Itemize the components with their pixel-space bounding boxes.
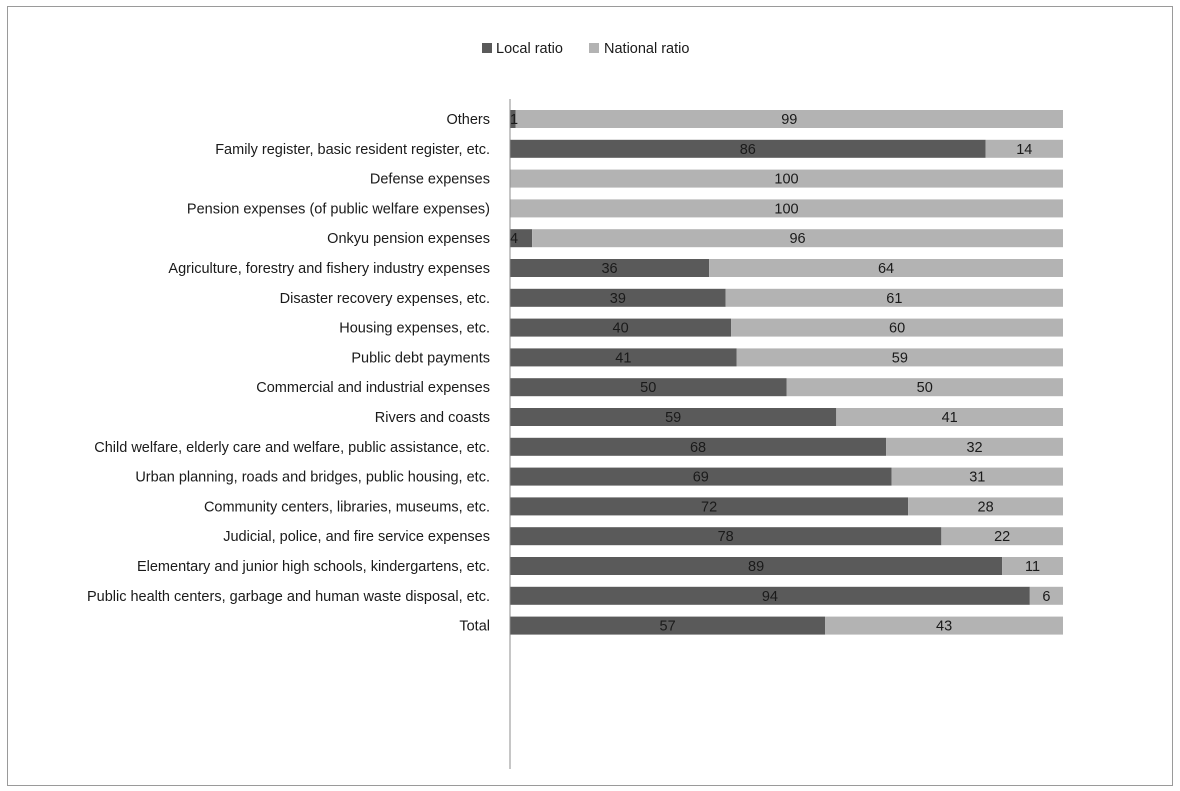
bar-national-15 [1002,557,1063,575]
bar-national-12 [891,467,1063,486]
bar-national-10 [836,408,1063,426]
legend-label-1: National ratio [604,41,689,57]
stacked-bar-chart: Local ratio National ratio Others Family r… [87,41,1063,769]
data-label-local-15: 89 [748,559,764,575]
bar-national-4 [532,229,1063,248]
legend-swatch-1 [589,43,599,53]
data-label-national-4: 96 [789,231,805,247]
data-label-national-12: 31 [969,470,985,486]
category-label-0: Others [446,112,490,128]
bar-local-10 [510,408,837,426]
bar-national-13 [908,497,1063,516]
data-label-local-16: 94 [762,589,778,605]
data-label-national-6: 61 [886,291,902,307]
category-label-8: Public debt payments [351,350,490,366]
bar-national-7 [731,318,1063,337]
bar-local-17 [510,616,826,635]
data-label-national-10: 41 [942,410,958,426]
category-label-6: Disaster recovery expenses, etc. [280,291,490,307]
data-label-national-14: 22 [994,529,1010,545]
data-label-national-2: 100 [774,172,798,188]
data-label-national-8: 59 [892,350,908,366]
category-label-11: Child welfare, elderly care and welfare,… [94,440,490,456]
bar-national-5 [709,259,1063,277]
data-label-local-10: 59 [665,410,681,426]
data-label-local-7: 40 [613,321,629,337]
bar-national-14 [941,527,1063,546]
bar-local-1 [510,139,986,158]
data-label-local-1: 86 [740,142,756,158]
bar-national-8 [736,348,1063,367]
data-label-national-11: 32 [966,440,982,456]
bar-local-0 [510,110,516,128]
bar-local-15 [510,557,1003,575]
data-label-national-16: 6 [1042,589,1050,605]
legend: Local ratio National ratio [482,41,689,57]
category-label-1: Family register, basic resident register… [215,142,490,158]
data-label-local-13: 72 [701,499,717,515]
chart-frame: Local ratio National ratio Others Family r… [7,6,1173,786]
data-label-local-17: 57 [660,619,676,635]
data-label-national-7: 60 [889,321,905,337]
bar-local-5 [510,259,710,277]
bar-local-8 [510,348,737,367]
category-label-16: Public health centers, garbage and human… [87,589,490,605]
data-label-national-5: 64 [878,261,894,277]
category-label-14: Judicial, police, and fire service expen… [223,529,490,545]
data-label-national-15: 11 [1025,559,1040,575]
category-label-13: Community centers, libraries, museums, e… [204,499,490,515]
bar-local-14 [510,527,942,546]
category-label-4: Onkyu pension expenses [327,231,490,247]
bar-local-12 [510,467,892,486]
category-label-9: Commercial and industrial expenses [256,380,490,396]
bar-local-6 [510,288,726,307]
data-label-local-0: 1 [510,112,518,128]
data-label-national-3: 100 [774,201,798,217]
bar-local-9 [510,378,787,397]
legend-swatch-0 [482,43,492,53]
bar-local-4 [510,229,533,248]
bar-national-17 [825,616,1063,635]
data-label-local-11: 68 [690,440,706,456]
bar-local-7 [510,318,732,337]
data-label-national-17: 43 [936,619,952,635]
bar-national-2 [510,169,1063,188]
category-label-10: Rivers and coasts [375,410,490,426]
bar-local-11 [510,437,887,456]
bar-national-0 [515,110,1063,128]
category-label-12: Urban planning, roads and bridges, publi… [135,470,490,486]
category-label-7: Housing expenses, etc. [339,321,490,337]
data-label-national-9: 50 [917,380,933,396]
data-label-national-13: 28 [978,499,994,515]
bar-national-9 [786,378,1063,397]
bar-national-1 [985,139,1063,158]
bars: 1 99 86 14 100 100 4 96 36 64 39 61 40 60 41 59 50 50 59 41… [510,110,1063,635]
category-labels: Others Family register, basic resident re… [87,112,490,635]
data-label-local-9: 50 [640,380,656,396]
data-label-local-8: 41 [615,350,631,366]
bar-local-16 [510,586,1030,605]
category-label-5: Agriculture, forestry and fishery indust… [168,261,490,277]
data-label-local-12: 69 [693,470,709,486]
data-label-national-1: 14 [1016,142,1032,158]
data-label-national-0: 99 [781,112,797,128]
legend-label-0: Local ratio [496,41,563,57]
bar-national-16 [1029,586,1063,605]
data-label-local-5: 36 [601,261,617,277]
bar-national-6 [725,288,1063,307]
bar-local-13 [510,497,909,516]
data-label-local-14: 78 [718,529,734,545]
bar-national-11 [886,437,1063,456]
category-label-2: Defense expenses [370,172,490,188]
bar-national-3 [510,199,1063,218]
data-label-local-4: 4 [510,231,518,247]
category-label-17: Total [459,619,490,635]
category-label-3: Pension expenses (of public welfare expe… [187,201,490,217]
data-label-local-6: 39 [610,291,626,307]
category-label-15: Elementary and junior high schools, kind… [137,559,490,575]
